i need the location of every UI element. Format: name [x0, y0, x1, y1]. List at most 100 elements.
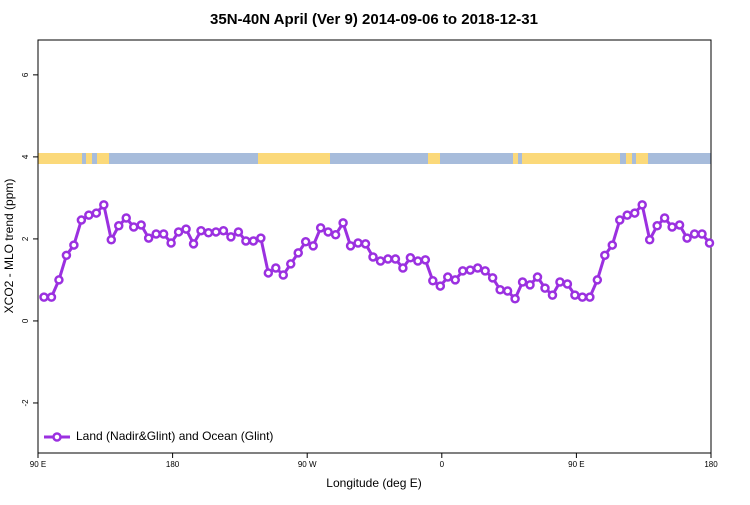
data-point	[682, 233, 692, 243]
data-point	[472, 263, 483, 273]
data-point	[517, 277, 528, 287]
data-point	[368, 252, 378, 262]
data-point	[106, 234, 117, 245]
data-point	[697, 229, 707, 239]
data-point	[181, 224, 191, 234]
data-point	[136, 220, 146, 230]
x-tick-label: 90 E	[30, 460, 46, 469]
data-point	[510, 294, 520, 304]
data-point	[532, 272, 543, 282]
data-point	[353, 238, 363, 248]
data-point	[285, 259, 296, 269]
land-ocean-strip	[38, 153, 711, 164]
data-point	[607, 240, 618, 250]
data-point	[383, 254, 393, 264]
data-point	[465, 265, 475, 275]
data-point	[390, 254, 401, 264]
data-point	[84, 210, 94, 220]
x-tick-label: 90 W	[298, 460, 317, 469]
data-point	[158, 229, 169, 239]
data-point	[248, 236, 259, 246]
data-point	[76, 215, 87, 225]
data-point	[600, 250, 610, 261]
data-point	[495, 285, 505, 295]
data-point	[577, 292, 588, 302]
data-point	[487, 273, 498, 283]
data-point	[585, 292, 595, 302]
data-point	[196, 225, 206, 236]
data-point	[360, 239, 371, 249]
data-point	[300, 237, 311, 247]
data-point	[398, 263, 408, 273]
y-axis-label: XCO2 - MLO trend (ppm)	[2, 179, 16, 314]
data-point	[375, 256, 386, 266]
data-point	[615, 215, 625, 225]
data-point	[211, 227, 221, 237]
data-point	[271, 263, 281, 273]
data-point	[166, 238, 176, 248]
data-point	[330, 230, 341, 240]
x-axis-label: Longitude (deg E)	[326, 476, 421, 490]
data-point	[450, 275, 461, 285]
legend-marker	[52, 432, 62, 442]
data-point	[61, 250, 72, 261]
data-point	[674, 220, 685, 230]
data-point	[540, 283, 550, 293]
chart-title: 35N-40N April (Ver 9) 2014-09-06 to 2018…	[210, 11, 538, 28]
data-point	[226, 232, 236, 242]
x-tick-label: 0	[440, 460, 445, 469]
data-point	[480, 266, 490, 276]
data-point	[188, 239, 199, 249]
data-point	[203, 228, 214, 238]
data-point	[562, 279, 573, 289]
y-tick-label: 0	[21, 318, 30, 323]
series-line	[43, 201, 711, 302]
data-point	[704, 238, 715, 248]
data-point	[338, 218, 348, 228]
data-point	[99, 200, 109, 210]
y-tick-label: 4	[21, 154, 30, 159]
data-point	[502, 286, 513, 296]
data-point	[241, 236, 251, 246]
data-point	[173, 227, 184, 237]
data-point	[570, 290, 580, 300]
data-point	[46, 292, 57, 302]
data-point	[420, 255, 431, 265]
data-point	[555, 277, 565, 287]
x-tick-label: 180	[704, 460, 718, 469]
data-point	[457, 266, 468, 276]
y-tick-label: 6	[21, 72, 30, 77]
data-point	[121, 213, 131, 223]
data-point	[637, 200, 647, 210]
data-point	[413, 256, 423, 266]
data-point	[622, 210, 632, 220]
y-tick-label: -2	[21, 399, 30, 407]
data-point	[293, 248, 303, 258]
y-tick-label: 2	[21, 236, 30, 241]
data-point	[345, 241, 356, 251]
data-point	[128, 222, 139, 232]
data-point	[525, 280, 535, 290]
x-tick-label: 90 E	[568, 460, 584, 469]
data-point	[263, 268, 274, 278]
data-point	[644, 234, 655, 245]
data-point	[114, 221, 124, 231]
data-point	[151, 229, 161, 239]
data-point	[652, 221, 662, 231]
data-point	[443, 272, 453, 282]
data-point	[405, 253, 416, 263]
data-point	[278, 270, 289, 280]
data-point	[256, 233, 266, 243]
data-point	[308, 241, 318, 251]
data-point	[69, 240, 79, 250]
data-point	[428, 275, 438, 286]
data-point	[435, 281, 446, 291]
x-tick-label: 180	[166, 460, 180, 469]
data-point	[592, 275, 603, 285]
data-point	[323, 227, 333, 237]
data-point	[143, 233, 154, 243]
data-point	[91, 208, 102, 218]
data-point	[667, 222, 677, 232]
data-point	[689, 229, 700, 239]
